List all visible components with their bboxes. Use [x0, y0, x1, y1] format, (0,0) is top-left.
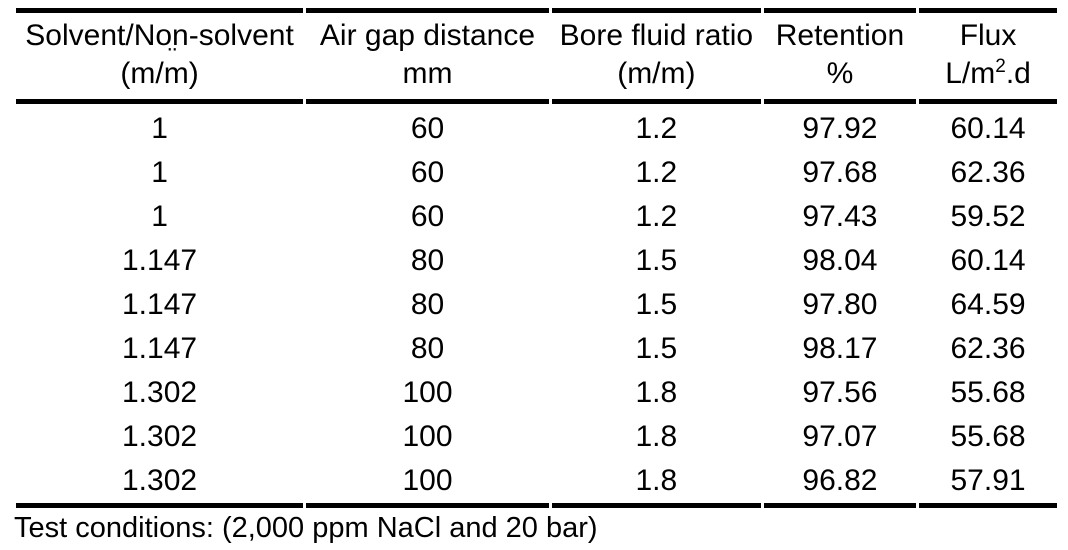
table-cell: 1 — [151, 200, 168, 233]
header-unit-text: (m/m) — [120, 57, 199, 90]
table-cell: 98.04 — [802, 244, 878, 277]
table-cell: 98.17 — [802, 332, 878, 365]
diaeresis-artifact: ¨ — [168, 42, 177, 72]
header-unit: L/m2.d — [919, 55, 1057, 93]
table-cell: 1.8 — [551, 459, 761, 508]
table-cell: 62.36 — [950, 332, 1026, 365]
table-cell: 59.52 — [950, 200, 1026, 233]
table-cell: 1.2 — [635, 156, 678, 189]
table-row: 1.147 80 1.5 97.80 64.59 — [16, 283, 1057, 327]
header-unit: mm — [402, 57, 453, 90]
table-cell: 100 — [306, 459, 549, 508]
table-cell: 1.302 — [122, 376, 198, 409]
table-cell: 80 — [410, 288, 445, 321]
table-cell: 97.56 — [802, 376, 878, 409]
table-row: 1 60 1.2 97.92 60.14 — [16, 104, 1057, 151]
table-cell: 1.147 — [122, 288, 198, 321]
header-unit: (m/m) ¨ — [16, 44, 303, 93]
header-title: Bore fluid ratio — [559, 19, 754, 52]
table-cell: 64.59 — [950, 288, 1026, 321]
results-table: Solvent/Non-solvent (m/m) ¨ Air gap dist… — [13, 8, 1060, 508]
table-row: 1.302 100 1.8 96.82 57.91 — [16, 459, 1057, 508]
column-header-solvent-nonsolvent: Solvent/Non-solvent (m/m) ¨ — [16, 8, 304, 104]
table-cell: 1.302 — [16, 459, 304, 508]
table-cell: 60 — [410, 112, 445, 145]
table-cell: 1 — [151, 156, 168, 189]
column-header-flux: Flux L/m2.d — [919, 8, 1057, 104]
column-header-air-gap-distance: Air gap distance mm — [306, 8, 549, 104]
table-cell: 1.5 — [635, 244, 678, 277]
table-row: 1.147 80 1.5 98.17 62.36 — [16, 327, 1057, 371]
header-unit: % — [826, 57, 854, 90]
table-row: 1 60 1.2 97.68 62.36 — [16, 151, 1057, 195]
header-row: Solvent/Non-solvent (m/m) ¨ Air gap dist… — [16, 8, 1057, 104]
table-cell: 55.68 — [950, 376, 1026, 409]
table-cell: 1.8 — [635, 376, 678, 409]
table-cell: 1.5 — [635, 288, 678, 321]
table-cell: 97.07 — [802, 420, 878, 453]
column-header-retention: Retention % — [763, 8, 917, 104]
table-row: 1.302 100 1.8 97.56 55.68 — [16, 371, 1057, 415]
table-cell: 1.147 — [122, 244, 198, 277]
table-cell: 1.147 — [122, 332, 198, 365]
table-cell: 96.82 — [763, 459, 917, 508]
table-cell: 80 — [410, 244, 445, 277]
table-cell: 60.14 — [950, 112, 1026, 145]
table-cell: 1.2 — [635, 200, 678, 233]
table-cell: 60 — [410, 156, 445, 189]
header-title: Air gap distance — [319, 19, 536, 52]
table-cell: 97.80 — [802, 288, 878, 321]
table-cell: 97.92 — [802, 112, 878, 145]
table-cell: 100 — [402, 376, 453, 409]
table-cell: 100 — [402, 420, 453, 453]
table-body: 1 60 1.2 97.92 60.14 1 60 1.2 97.68 62.36 1 60 1.2 97… — [16, 104, 1057, 508]
header-unit: (m/m) — [617, 57, 696, 90]
table-cell: 55.68 — [950, 420, 1026, 453]
flux-unit-superscript: 2 — [995, 56, 1006, 77]
table-cell: 80 — [410, 332, 445, 365]
header-title: Retention — [775, 19, 905, 52]
header-title: Solvent/Non-solvent — [25, 19, 294, 52]
table-cell: 1.2 — [635, 112, 678, 145]
table-cell: 1.5 — [635, 332, 678, 365]
table-cell: 97.43 — [802, 200, 878, 233]
table-row: 1 60 1.2 97.43 59.52 — [16, 195, 1057, 239]
column-header-bore-fluid-ratio: Bore fluid ratio (m/m) — [551, 8, 761, 104]
table-cell: 60 — [410, 200, 445, 233]
header-title: Flux — [959, 19, 1017, 52]
table-cell: 1 — [151, 112, 168, 145]
flux-unit-suffix: .d — [1005, 57, 1031, 90]
table-cell: 57.91 — [919, 459, 1057, 508]
table-cell: 1.8 — [635, 420, 678, 453]
flux-unit-prefix: L/m — [945, 57, 996, 90]
table-footnote: Test conditions: (2,000 ppm NaCl and 20 … — [14, 512, 598, 544]
table-cell: 1.302 — [122, 420, 198, 453]
table-row: 1.147 80 1.5 98.04 60.14 — [16, 239, 1057, 283]
table-cell: 62.36 — [950, 156, 1026, 189]
table-row: 1.302 100 1.8 97.07 55.68 — [16, 415, 1057, 459]
table-cell: 60.14 — [950, 244, 1026, 277]
table-cell: 97.68 — [802, 156, 878, 189]
